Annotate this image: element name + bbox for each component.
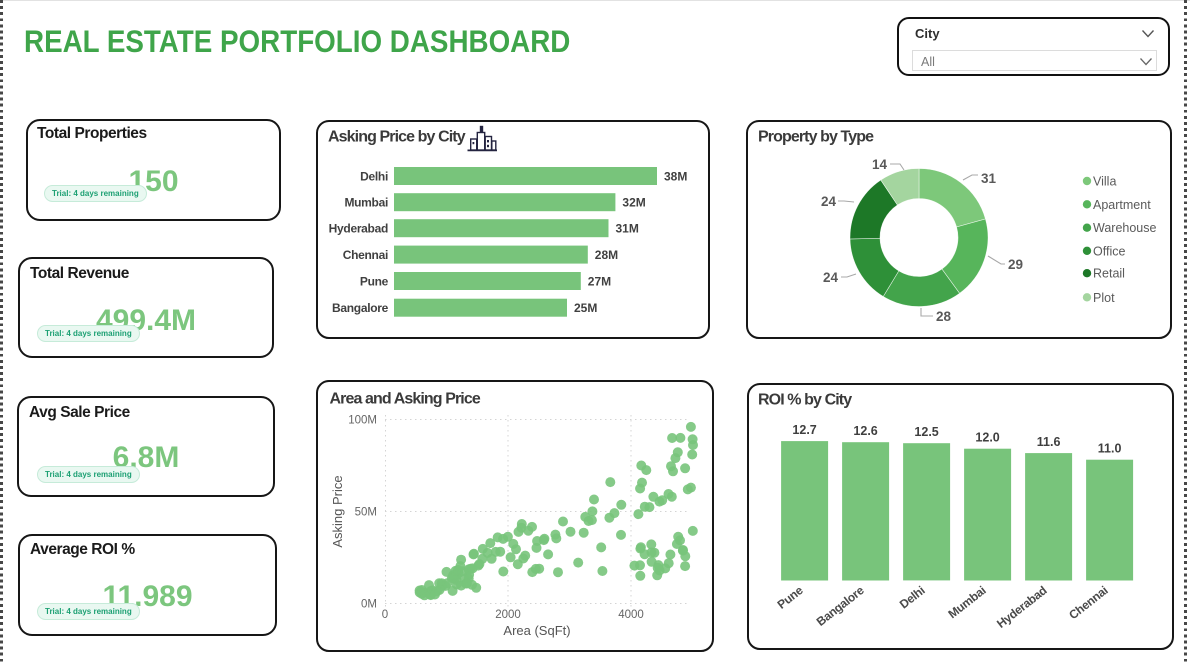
svg-text:24: 24 bbox=[821, 194, 837, 209]
svg-text:12.6: 12.6 bbox=[853, 424, 877, 438]
svg-text:29: 29 bbox=[1008, 257, 1023, 272]
svg-text:11.0: 11.0 bbox=[1098, 442, 1122, 456]
svg-text:Retail: Retail bbox=[1093, 267, 1125, 281]
svg-text:ROI % by City: ROI % by City bbox=[758, 392, 852, 409]
svg-text:50M: 50M bbox=[355, 507, 377, 519]
svg-text:Hyderabad: Hyderabad bbox=[994, 583, 1049, 631]
svg-text:Area and Asking Price: Area and Asking Price bbox=[330, 391, 481, 408]
svg-text:0M: 0M bbox=[361, 599, 377, 611]
svg-text:Bangalore: Bangalore bbox=[332, 301, 389, 315]
svg-text:Asking Price: Asking Price bbox=[330, 475, 345, 547]
svg-text:4000: 4000 bbox=[618, 609, 644, 621]
svg-text:28M: 28M bbox=[595, 248, 618, 262]
svg-text:Asking Price by City: Asking Price by City bbox=[328, 129, 466, 146]
svg-text:Mumbai: Mumbai bbox=[344, 196, 388, 210]
svg-text:Pune: Pune bbox=[775, 583, 806, 612]
svg-text:Pune: Pune bbox=[360, 274, 389, 288]
svg-text:25M: 25M bbox=[574, 301, 597, 315]
svg-text:Warehouse: Warehouse bbox=[1093, 221, 1157, 235]
svg-text:100M: 100M bbox=[348, 415, 377, 427]
svg-text:Plot: Plot bbox=[1093, 291, 1115, 305]
svg-text:Hyderabad: Hyderabad bbox=[329, 222, 388, 236]
svg-text:Bangalore: Bangalore bbox=[814, 583, 867, 629]
svg-text:14: 14 bbox=[872, 157, 888, 172]
svg-text:38M: 38M bbox=[664, 169, 687, 183]
svg-text:12.7: 12.7 bbox=[792, 423, 816, 437]
svg-text:27M: 27M bbox=[588, 274, 611, 288]
svg-text:31M: 31M bbox=[616, 222, 639, 236]
svg-text:12.0: 12.0 bbox=[975, 431, 999, 445]
svg-text:12.5: 12.5 bbox=[914, 425, 938, 439]
svg-text:Mumbai: Mumbai bbox=[946, 583, 989, 621]
svg-text:Delhi: Delhi bbox=[897, 583, 928, 611]
svg-text:0: 0 bbox=[382, 609, 388, 621]
svg-text:31: 31 bbox=[981, 171, 997, 186]
svg-text:Property by Type: Property by Type bbox=[758, 129, 874, 146]
svg-text:Villa: Villa bbox=[1093, 175, 1116, 189]
svg-text:Delhi: Delhi bbox=[360, 169, 388, 183]
svg-text:2000: 2000 bbox=[495, 609, 521, 621]
svg-text:32M: 32M bbox=[622, 196, 645, 210]
svg-text:Chennai: Chennai bbox=[343, 248, 388, 262]
svg-text:Office: Office bbox=[1093, 244, 1125, 258]
svg-text:Apartment: Apartment bbox=[1093, 198, 1151, 212]
svg-text:28: 28 bbox=[936, 309, 952, 324]
svg-text:24: 24 bbox=[823, 270, 839, 285]
svg-text:11.6: 11.6 bbox=[1037, 435, 1061, 449]
svg-text:Area (SqFt): Area (SqFt) bbox=[503, 623, 570, 638]
svg-text:Chennai: Chennai bbox=[1066, 583, 1110, 622]
